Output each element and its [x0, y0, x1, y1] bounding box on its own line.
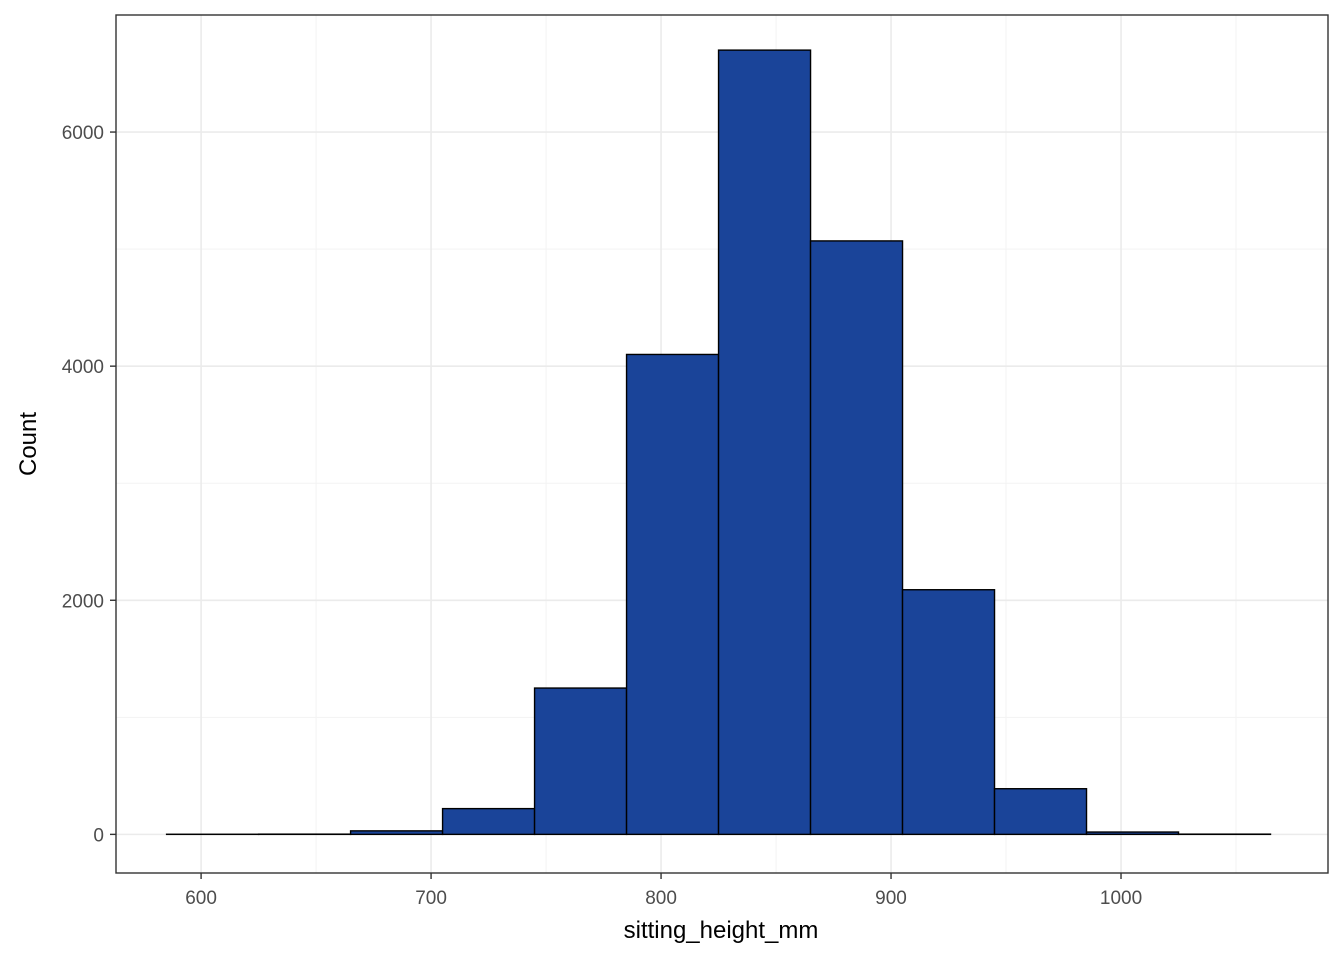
y-tick-label: 0 — [93, 825, 104, 846]
histogram-bar — [533, 687, 628, 836]
histogram-bar — [349, 830, 444, 836]
y-tick-label: 6000 — [62, 123, 104, 144]
x-axis-title: sitting_height_mm — [624, 917, 819, 944]
y-tick-label: 4000 — [62, 357, 104, 378]
histogram-bar — [441, 807, 536, 836]
x-tick-label: 900 — [875, 888, 907, 909]
y-axis-title: Count — [15, 412, 42, 476]
histogram-bar — [993, 788, 1088, 836]
histogram-bar — [717, 49, 812, 836]
x-tick-label: 1000 — [1100, 888, 1142, 909]
x-tick-label: 600 — [185, 888, 217, 909]
x-tick-label: 800 — [645, 888, 677, 909]
histogram-bar — [1085, 831, 1180, 836]
histogram-bar — [625, 353, 720, 836]
axes: 600 700 800 900 1000 0 2000 4000 6000 — [62, 14, 1329, 909]
panel-border — [115, 14, 1329, 874]
histogram-bars — [165, 49, 1272, 836]
histogram-bar — [809, 240, 904, 836]
y-tick-label: 2000 — [62, 591, 104, 612]
x-tick-label: 700 — [415, 888, 447, 909]
histogram-bar — [901, 589, 996, 836]
